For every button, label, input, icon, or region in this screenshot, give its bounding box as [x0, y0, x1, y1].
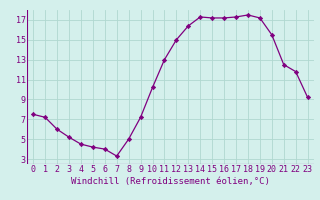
X-axis label: Windchill (Refroidissement éolien,°C): Windchill (Refroidissement éolien,°C)	[71, 177, 270, 186]
